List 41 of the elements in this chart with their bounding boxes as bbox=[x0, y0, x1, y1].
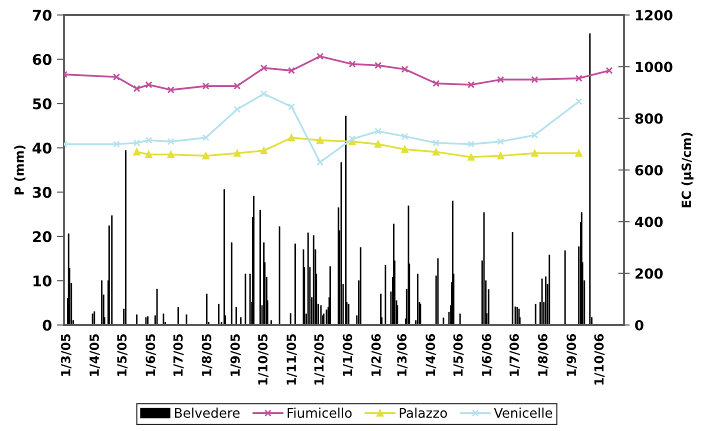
legend-label: Palazzo bbox=[400, 408, 447, 418]
x-tick-label: 1/1/06 bbox=[342, 334, 354, 376]
y2-tick-label: 600 bbox=[635, 164, 663, 176]
x-tick-label: 1/6/06 bbox=[482, 334, 492, 376]
y-tick-label: 60 bbox=[32, 54, 52, 66]
x-tick-label: 1/5/05 bbox=[117, 334, 128, 376]
y-tick-label: 50 bbox=[33, 98, 52, 110]
y-axis-title: P (mm) bbox=[14, 146, 26, 194]
legend-label: Belvedere bbox=[175, 408, 240, 418]
x-tick-label: 1/3/06 bbox=[397, 334, 408, 376]
x-tick-label: 1/6/05 bbox=[146, 334, 156, 376]
x-tick-label: 1/8/06 bbox=[538, 334, 548, 376]
y-tick-label: 20 bbox=[33, 231, 52, 242]
x-tick-label: 1/8/05 bbox=[202, 334, 212, 376]
x-tick-label: 1/7/05 bbox=[173, 334, 184, 376]
x-tick-label: 1/7/06 bbox=[509, 334, 520, 376]
legend-label: Venicelle bbox=[494, 408, 552, 418]
x-tick-label: 1/2/06 bbox=[371, 334, 382, 376]
y2-tick-label: 0 bbox=[635, 320, 644, 330]
y2-tick-label: 1200 bbox=[636, 10, 672, 20]
x-tick-label: 1/4/05 bbox=[89, 334, 100, 376]
x-tick-label: 1/9/06 bbox=[566, 334, 578, 376]
y-tick-label: 70 bbox=[32, 10, 52, 21]
x-tick-label: 1/9/05 bbox=[230, 334, 241, 376]
y-tick-label: 0 bbox=[42, 320, 52, 331]
x-tick-label: 1/12/05 bbox=[314, 334, 325, 385]
y2-tick-label: 800 bbox=[635, 113, 663, 124]
y2-axis-title: EC (µS/cm) bbox=[681, 132, 694, 208]
x-tick-label: 1/10/06 bbox=[594, 334, 605, 385]
y2-tick-label: 400 bbox=[635, 216, 663, 228]
y2-tick-label: 1000 bbox=[636, 62, 672, 72]
x-tick-label: 1/3/05 bbox=[60, 334, 72, 376]
y2-tick-label: 200 bbox=[636, 268, 663, 279]
x-tick-label: 1/4/06 bbox=[426, 334, 436, 376]
y-tick-label: 40 bbox=[32, 142, 52, 154]
y-tick-label: 30 bbox=[32, 186, 52, 198]
x-tick-label: 1/11/05 bbox=[286, 334, 298, 385]
x-tick-label: 1/10/05 bbox=[258, 334, 268, 385]
legend-label: Fiumicello bbox=[288, 408, 352, 418]
y-tick-label: 10 bbox=[34, 275, 52, 286]
x-tick-label: 1/5/06 bbox=[453, 334, 464, 376]
